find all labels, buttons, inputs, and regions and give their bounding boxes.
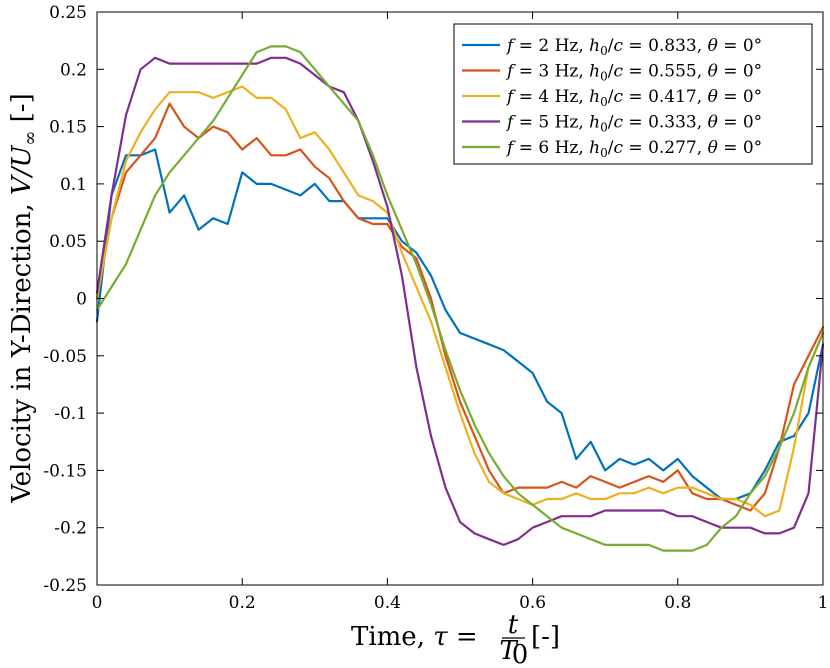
y-tick-label: 0 [76, 290, 87, 310]
svg-text:Time, τ =: Time, τ = [351, 622, 478, 652]
y-tick-label: 0.2 [60, 60, 87, 80]
y-tick-label: -0.2 [54, 519, 87, 539]
series-line-3 [95, 85, 825, 518]
y-tick-label: -0.05 [43, 347, 87, 367]
series-layer [95, 45, 825, 552]
legend-box [453, 23, 813, 165]
y-tick-label: 0.25 [49, 3, 87, 23]
series-line-1 [95, 148, 825, 501]
x-tick-label: 0.6 [519, 593, 546, 613]
series-line-2 [95, 102, 825, 512]
y-tick-label: 0.15 [49, 118, 87, 138]
x-tick-label: 0.4 [374, 593, 401, 613]
x-tick-label: 0.2 [229, 593, 256, 613]
y-tick-label: -0.1 [54, 404, 87, 424]
series-line-4 [95, 56, 825, 547]
svg-text:0: 0 [512, 640, 529, 668]
legend: f = 2 Hz, h0/c = 0.833, θ = 0° f = 3 Hz, … [453, 23, 813, 165]
series-line-5 [95, 45, 825, 552]
svg-text:T: T [499, 636, 518, 666]
y-tick-label: 0.05 [49, 232, 87, 252]
axes-layer: 0 0.2 0.4 0.6 0.8 1 -0.25 -0.2 -0.15 -0.1 -0.05 0 0.… [43, 3, 828, 613]
y-tick-label: -0.15 [43, 461, 87, 481]
x-axis-title: Time, τ = t T 0 [-] [351, 610, 560, 668]
x-tick-label: 0.8 [664, 593, 691, 613]
y-tick-label: -0.25 [43, 576, 87, 596]
legend-label-2: f = 3 Hz, h0/c = 0.555, θ = 0° [505, 62, 762, 84]
svg-text:[-]: [-] [531, 622, 560, 652]
x-tick-label: 0 [92, 593, 103, 613]
svg-text:t: t [508, 610, 519, 640]
legend-label-5: f = 6 Hz, h0/c = 0.277, θ = 0° [505, 138, 762, 160]
legend-label-4: f = 5 Hz, h0/c = 0.333, θ = 0° [505, 113, 762, 135]
y-tick-label: 0.1 [60, 175, 87, 195]
legend-label-1: f = 2 Hz, h0/c = 0.833, θ = 0° [505, 36, 762, 58]
x-tick-label: 1 [818, 593, 829, 613]
y-axis-title: Velocity in Y-Direction, V/U∞ [-] [7, 93, 41, 503]
legend-label-3: f = 4 Hz, h0/c = 0.417, θ = 0° [505, 87, 762, 109]
